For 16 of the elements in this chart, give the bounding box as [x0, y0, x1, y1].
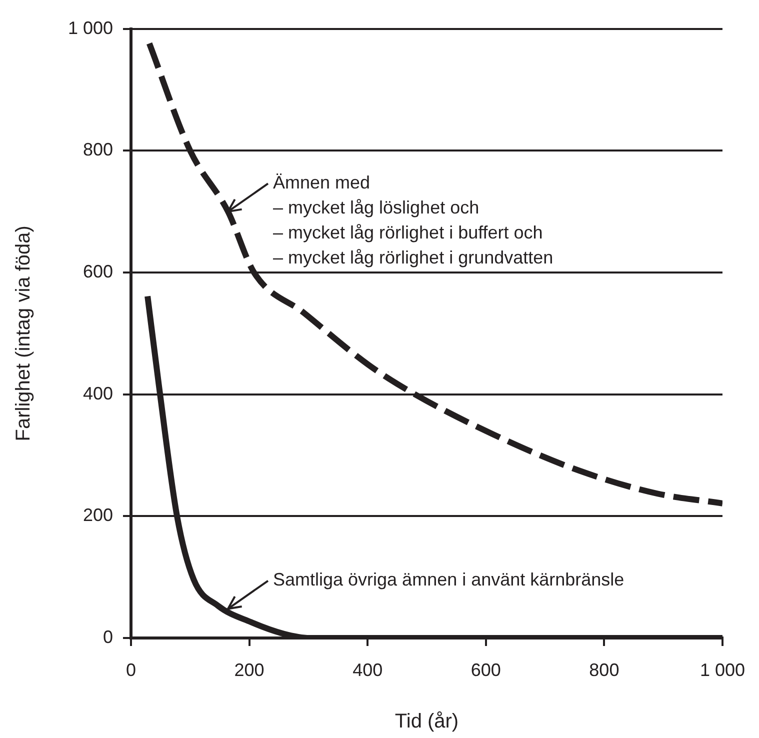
y-axis-title: Farlighet (intag via föda)	[12, 226, 35, 442]
x-tick-label: 800	[589, 660, 620, 680]
x-tick-label: 0	[126, 660, 136, 680]
y-tick-label: 1 000	[68, 18, 113, 38]
annotation: Samtliga övriga ämnen i använt kärnbränsle	[273, 570, 624, 590]
x-tick-label: 400	[352, 660, 383, 680]
y-tick-label: 400	[82, 383, 113, 404]
x-axis-title: Tid (år)	[394, 710, 459, 733]
annotation: Ämnen med – mycket låg löslighet och – mycket låg rörlighet i buffert och – mycket låg rörlighet i grundvatten	[273, 172, 554, 268]
x-tick-label: 1 000	[700, 660, 745, 680]
x-tick-label: 200	[234, 660, 264, 680]
y-tick-label: 800	[82, 140, 113, 160]
y-tick-label: 0	[102, 626, 113, 647]
x-tick-label: 600	[470, 660, 501, 680]
y-tick-label: 600	[82, 261, 113, 282]
y-tick-label: 200	[82, 505, 113, 526]
